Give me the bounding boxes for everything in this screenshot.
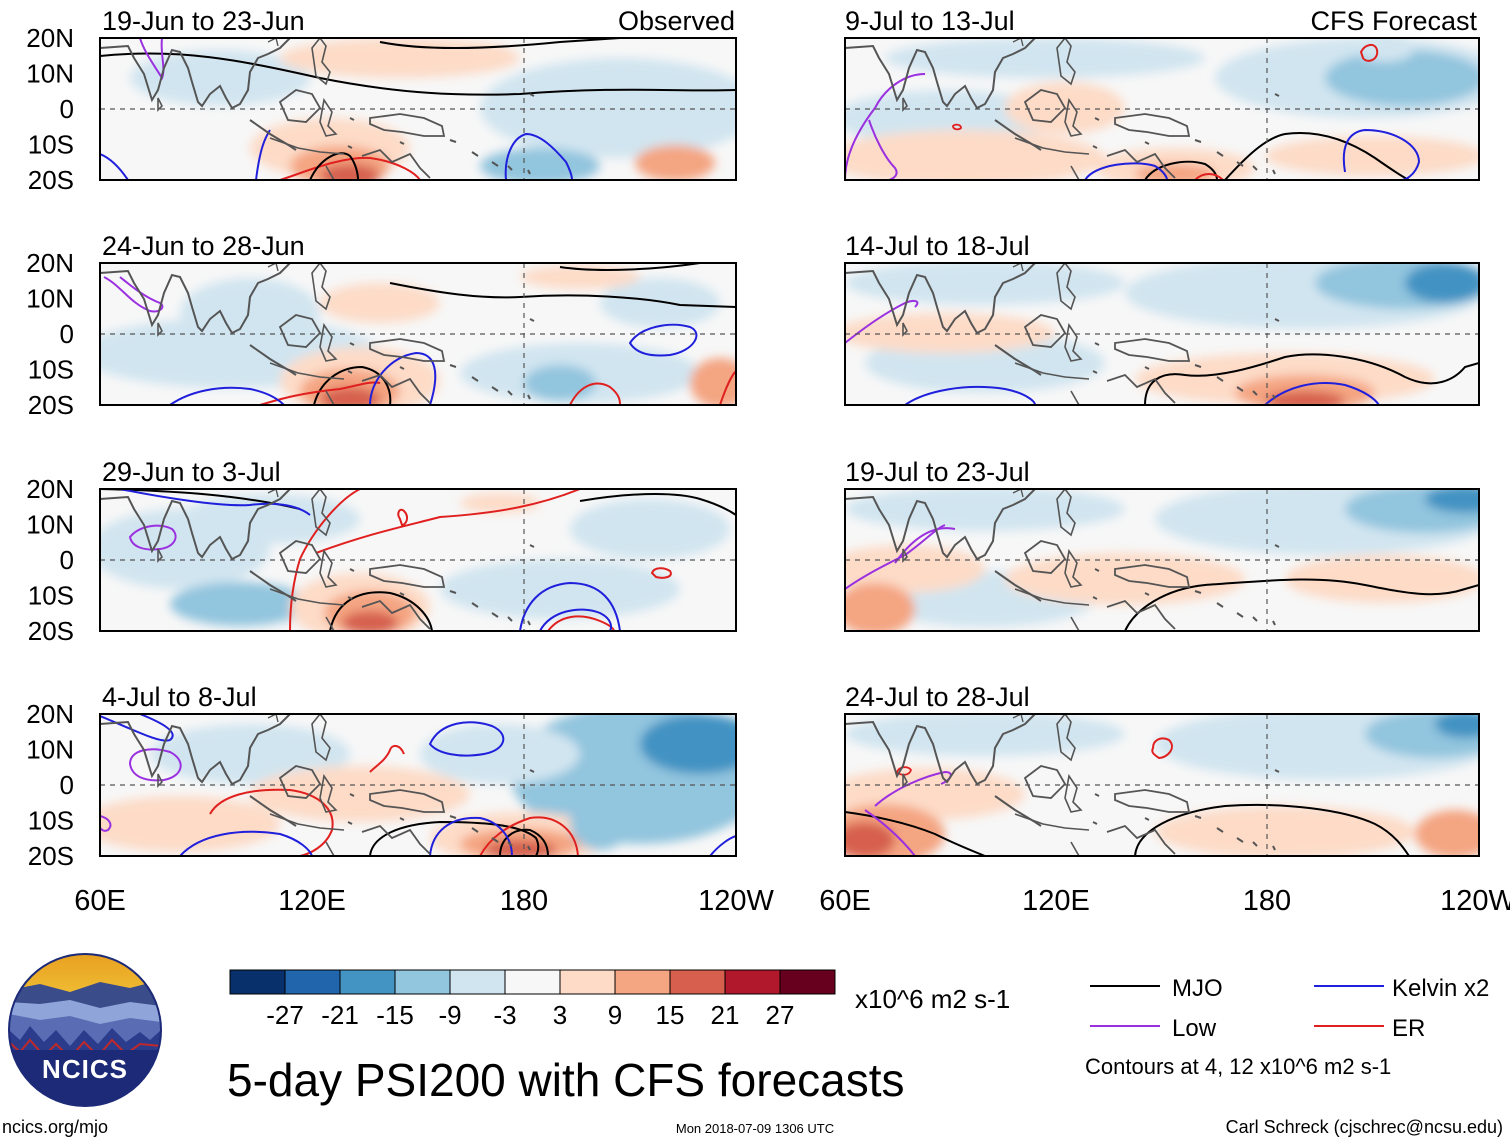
panel-titles: 19-Jun to 23-Jun Observed 24-Jun to 28-J…: [102, 6, 1477, 712]
panel-forecast-4: [844, 713, 1480, 857]
lat-label: 20N: [26, 248, 74, 278]
colorbar-tick-label: 27: [766, 1000, 795, 1030]
lon-label: 120E: [1022, 885, 1090, 917]
legend-label-er: ER: [1392, 1015, 1425, 1042]
panel-title: 19-Jul to 23-Jul: [845, 457, 1030, 487]
legend-label-kelvin: Kelvin x2: [1392, 975, 1489, 1002]
colorbar-swatch: [229, 969, 286, 995]
colorbar-tick-label: 3: [553, 1000, 567, 1030]
contours-note: Contours at 4, 12 x10^6 m2 s-1: [1085, 1054, 1391, 1079]
lon-label: 60E: [74, 885, 126, 917]
lat-label: 10S: [28, 355, 74, 385]
colorbar-tick-label: -27: [266, 1000, 304, 1030]
colorbar-swatch: [779, 969, 836, 995]
lat-label: 20N: [26, 474, 74, 504]
colorbar-swatch: [504, 969, 561, 995]
colorbar-tick-label: -3: [493, 1000, 516, 1030]
colorbar-tick-label: 9: [608, 1000, 622, 1030]
logo-text: NCICS: [42, 1054, 128, 1084]
colorbar-swatch: [669, 969, 726, 995]
panel-title: 24-Jun to 28-Jun: [102, 231, 305, 261]
colorbar-swatch: [449, 969, 506, 995]
lon-label: 120E: [278, 885, 346, 917]
lat-label: 0: [60, 770, 74, 800]
panel-forecast-2: [844, 262, 1480, 406]
panel-title: 19-Jun to 23-Jun: [102, 6, 305, 36]
colorbar-units: x10^6 m2 s-1: [855, 984, 1010, 1014]
ncics-logo: NCICS: [8, 953, 162, 1107]
panel-observed-3: [99, 488, 737, 632]
latitude-axis: 20N 10N 0 10S 20S 20N 10N 0 10S 20S 20N 10N 0 10S 20S 2…: [26, 23, 74, 871]
colorbar-swatch: [339, 969, 396, 995]
lat-label: 20N: [26, 699, 74, 729]
lat-label: 10N: [26, 59, 74, 89]
panel-title: 4-Jul to 8-Jul: [102, 682, 257, 712]
colorbar-swatch: [394, 969, 451, 995]
colorbar-swatch: [724, 969, 781, 995]
colorbar-tick-label: -21: [321, 1000, 359, 1030]
legend-label-mjo: MJO: [1172, 975, 1223, 1002]
figure-title: 5-day PSI200 with CFS forecasts: [227, 1054, 905, 1106]
colorbar-swatch: [284, 969, 341, 995]
lon-label: 120W: [1440, 885, 1510, 917]
lat-label: 20S: [28, 165, 74, 195]
lat-label: 20S: [28, 616, 74, 646]
colorbar-swatch: [559, 969, 616, 995]
colorbar-tick-label: -15: [376, 1000, 414, 1030]
colorbar-swatch: [614, 969, 671, 995]
contour-legend: MJO Low Kelvin x2 ER Contours at 4, 12 x…: [1085, 975, 1489, 1079]
lon-label: 60E: [819, 885, 871, 917]
lon-label: 180: [1243, 885, 1291, 917]
lon-label: 180: [500, 885, 548, 917]
lat-label: 20S: [28, 390, 74, 420]
lat-label: 0: [60, 94, 74, 124]
lat-label: 10N: [26, 284, 74, 314]
observed-label: Observed: [618, 6, 735, 36]
lat-label: 10S: [28, 806, 74, 836]
forecast-label: CFS Forecast: [1310, 6, 1477, 36]
legend-label-low: Low: [1172, 1015, 1217, 1042]
lon-label: 120W: [698, 885, 774, 917]
panel-observed-4: [99, 713, 737, 857]
lat-label: 0: [60, 319, 74, 349]
longitude-axis: 60E 120E 180 120W 60E 120E 180 120W: [74, 885, 1510, 917]
site-link[interactable]: ncics.org/mjo: [2, 1117, 108, 1137]
colorbar: [229, 969, 836, 995]
lat-label: 20N: [26, 23, 74, 53]
colorbar-tick-label: 21: [711, 1000, 740, 1030]
author: Carl Schreck (cjschrec@ncsu.edu): [1226, 1117, 1503, 1137]
lat-label: 10S: [28, 581, 74, 611]
lat-label: 0: [60, 545, 74, 575]
lat-label: 20S: [28, 841, 74, 871]
lat-label: 10N: [26, 510, 74, 540]
colorbar-tick-label: 15: [656, 1000, 685, 1030]
colorbar-ticks: -27 -21 -15 -9 -3 3 9 15 21 27: [266, 1000, 794, 1030]
panel-title: 24-Jul to 28-Jul: [845, 682, 1030, 712]
panel-observed-1: [99, 37, 737, 181]
panel-forecast-1: [844, 37, 1480, 181]
panel-forecast-3: [844, 488, 1480, 632]
lat-label: 10N: [26, 735, 74, 765]
panel-title: 29-Jun to 3-Jul: [102, 457, 281, 487]
colorbar-tick-label: -9: [438, 1000, 461, 1030]
timestamp: Mon 2018-07-09 1306 UTC: [676, 1121, 834, 1136]
panel-title: 14-Jul to 18-Jul: [845, 231, 1030, 261]
panel-observed-2: [99, 262, 737, 406]
lat-label: 10S: [28, 130, 74, 160]
panel-title: 9-Jul to 13-Jul: [845, 6, 1015, 36]
